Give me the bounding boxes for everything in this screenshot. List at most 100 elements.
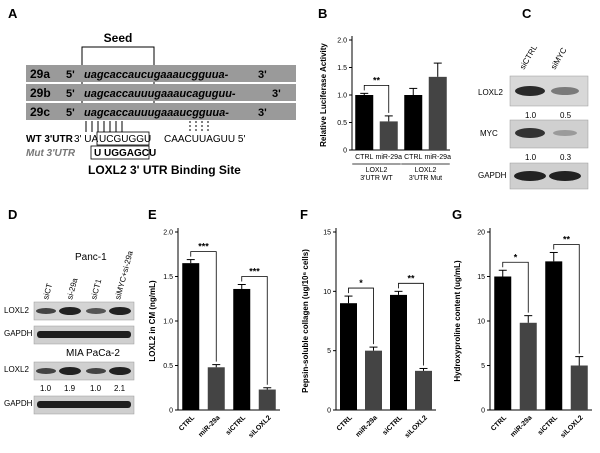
row-name-29b: 29b — [30, 86, 51, 100]
f-y-tick-label: 10 — [323, 289, 331, 296]
panel-label-c: C — [522, 6, 532, 21]
mir29a-band — [26, 65, 296, 82]
f-y-tick-label: 5 — [327, 348, 331, 355]
b-y-tick-label: 1.5 — [337, 65, 347, 72]
b-significance-stars: ** — [373, 75, 381, 85]
cell-line-panc1: Panc-1 — [75, 252, 107, 263]
value-myc-sictrl: 1.0 — [525, 153, 537, 162]
g-y-tick-label: 20 — [477, 230, 485, 237]
wt-seq-right: CAACUUAGUU 5' — [164, 134, 245, 145]
b-y-tick-label: 0 — [343, 148, 347, 155]
row-label-gapdh-c: GAPDH — [478, 171, 507, 180]
row-seq-29c: uagcaccauuugaaaucgguua- — [84, 107, 229, 119]
b-y-axis-label: Relative Luciferase Activity — [319, 43, 328, 147]
f-y-axis-label: Pepsin-soluble collagen (ug/10⁶ cells) — [301, 249, 310, 393]
e-significance-bracket — [190, 251, 217, 362]
mut-seed-box — [90, 145, 150, 160]
panel-label-b: B — [318, 6, 328, 21]
b-bar — [355, 95, 374, 150]
f-bar — [390, 294, 407, 410]
e-significance-stars: *** — [198, 242, 209, 252]
g-y-tick-label: 5 — [481, 363, 485, 370]
band-loxl2-sictrl — [515, 86, 545, 96]
row-3prime-29c: 3' — [258, 107, 267, 119]
b-bar — [404, 95, 423, 150]
band-gapdh-simyc — [549, 171, 581, 181]
f-significance-bracket — [348, 287, 374, 345]
g-significance-stars: ** — [563, 234, 571, 244]
row-label-loxl2-mia: LOXL2 — [4, 365, 29, 374]
b-bar — [379, 121, 398, 150]
e-bar — [233, 288, 251, 410]
wt-seq-left: 3' UA — [74, 134, 98, 145]
blot-strip-loxl2-panc1 — [33, 301, 135, 321]
g-category-label: CTRL — [490, 414, 509, 433]
mut-seq: U UGGAGCU — [94, 148, 156, 159]
band-loxl2-simyc — [551, 87, 579, 95]
wt-seed-box — [96, 131, 150, 146]
g-bar — [545, 261, 563, 410]
panel-label-g: G — [452, 207, 463, 222]
band-panc1-2 — [59, 307, 81, 315]
g-category-label: miR-29a — [509, 414, 533, 438]
panel-label-e: E — [148, 207, 157, 222]
e-y-tick-label: 1.0 — [163, 319, 173, 326]
b-group-label: 3'UTR Mut — [409, 175, 442, 182]
e-bar — [182, 263, 200, 410]
row-label-loxl2-panc1: LOXL2 — [4, 306, 29, 315]
b-y-tick-label: 2.0 — [337, 38, 347, 45]
panel-label-d: D — [8, 207, 18, 222]
b-group-label: LOXL2 — [366, 167, 388, 174]
e-significance-stars: *** — [249, 267, 260, 277]
e-bar — [258, 389, 276, 410]
band-mia-4 — [109, 367, 131, 375]
e-y-tick-label: 1.5 — [163, 274, 173, 281]
band-panc1-3 — [86, 308, 106, 314]
row-label-loxl2: LOXL2 — [478, 88, 503, 97]
blot-strip-loxl2-mia — [33, 361, 135, 381]
value-myc-simyc: 0.3 — [560, 153, 572, 162]
b-category-label: miR-29a — [425, 154, 452, 161]
f-significance-stars: * — [359, 278, 363, 288]
g-y-tick-label: 15 — [477, 274, 485, 281]
f-bar — [340, 303, 357, 410]
row-5prime-29b: 5' — [66, 88, 75, 100]
band-mia-2 — [59, 367, 81, 375]
b-bar — [428, 76, 447, 150]
g-bar — [570, 365, 588, 410]
f-bar — [365, 350, 382, 410]
lane-label-sict: siCT — [41, 282, 54, 300]
g-y-tick-label: 10 — [477, 319, 485, 326]
b-group-label: LOXL2 — [415, 167, 437, 174]
row-seq-29b: uagcaccauuugaaaucaguguu- — [84, 88, 236, 100]
g-bar — [519, 322, 537, 410]
row-seq-29a: uagcaccaucugaaaucgguua- — [84, 69, 229, 81]
g-category-label: siLOXL2 — [560, 414, 585, 439]
band-myc-sictrl — [515, 128, 545, 138]
mut-utr-label: Mut 3'UTR — [26, 148, 76, 159]
band-gapdh-panc1 — [37, 331, 131, 338]
f-significance-stars: ** — [407, 273, 415, 283]
row-name-29c: 29c — [30, 105, 50, 119]
cell-line-miapaca: MIA PaCa-2 — [66, 348, 120, 359]
row-label-myc: MYC — [480, 129, 498, 138]
e-y-tick-label: 2.0 — [163, 230, 173, 237]
band-myc-simyc — [553, 130, 577, 136]
g-y-tick-label: 0 — [481, 408, 485, 415]
e-y-tick-label: 0 — [169, 408, 173, 415]
row-label-gapdh-panc1: GAPDH — [4, 329, 33, 338]
band-mia-1 — [36, 368, 56, 374]
row-5prime-29c: 5' — [66, 107, 75, 119]
value-mia-3: 1.0 — [90, 384, 102, 393]
f-bar — [415, 370, 432, 410]
b-group-label: 3'UTR WT — [360, 175, 393, 182]
row-3prime-29b: 3' — [272, 88, 281, 100]
value-mia-4: 2.1 — [114, 384, 126, 393]
